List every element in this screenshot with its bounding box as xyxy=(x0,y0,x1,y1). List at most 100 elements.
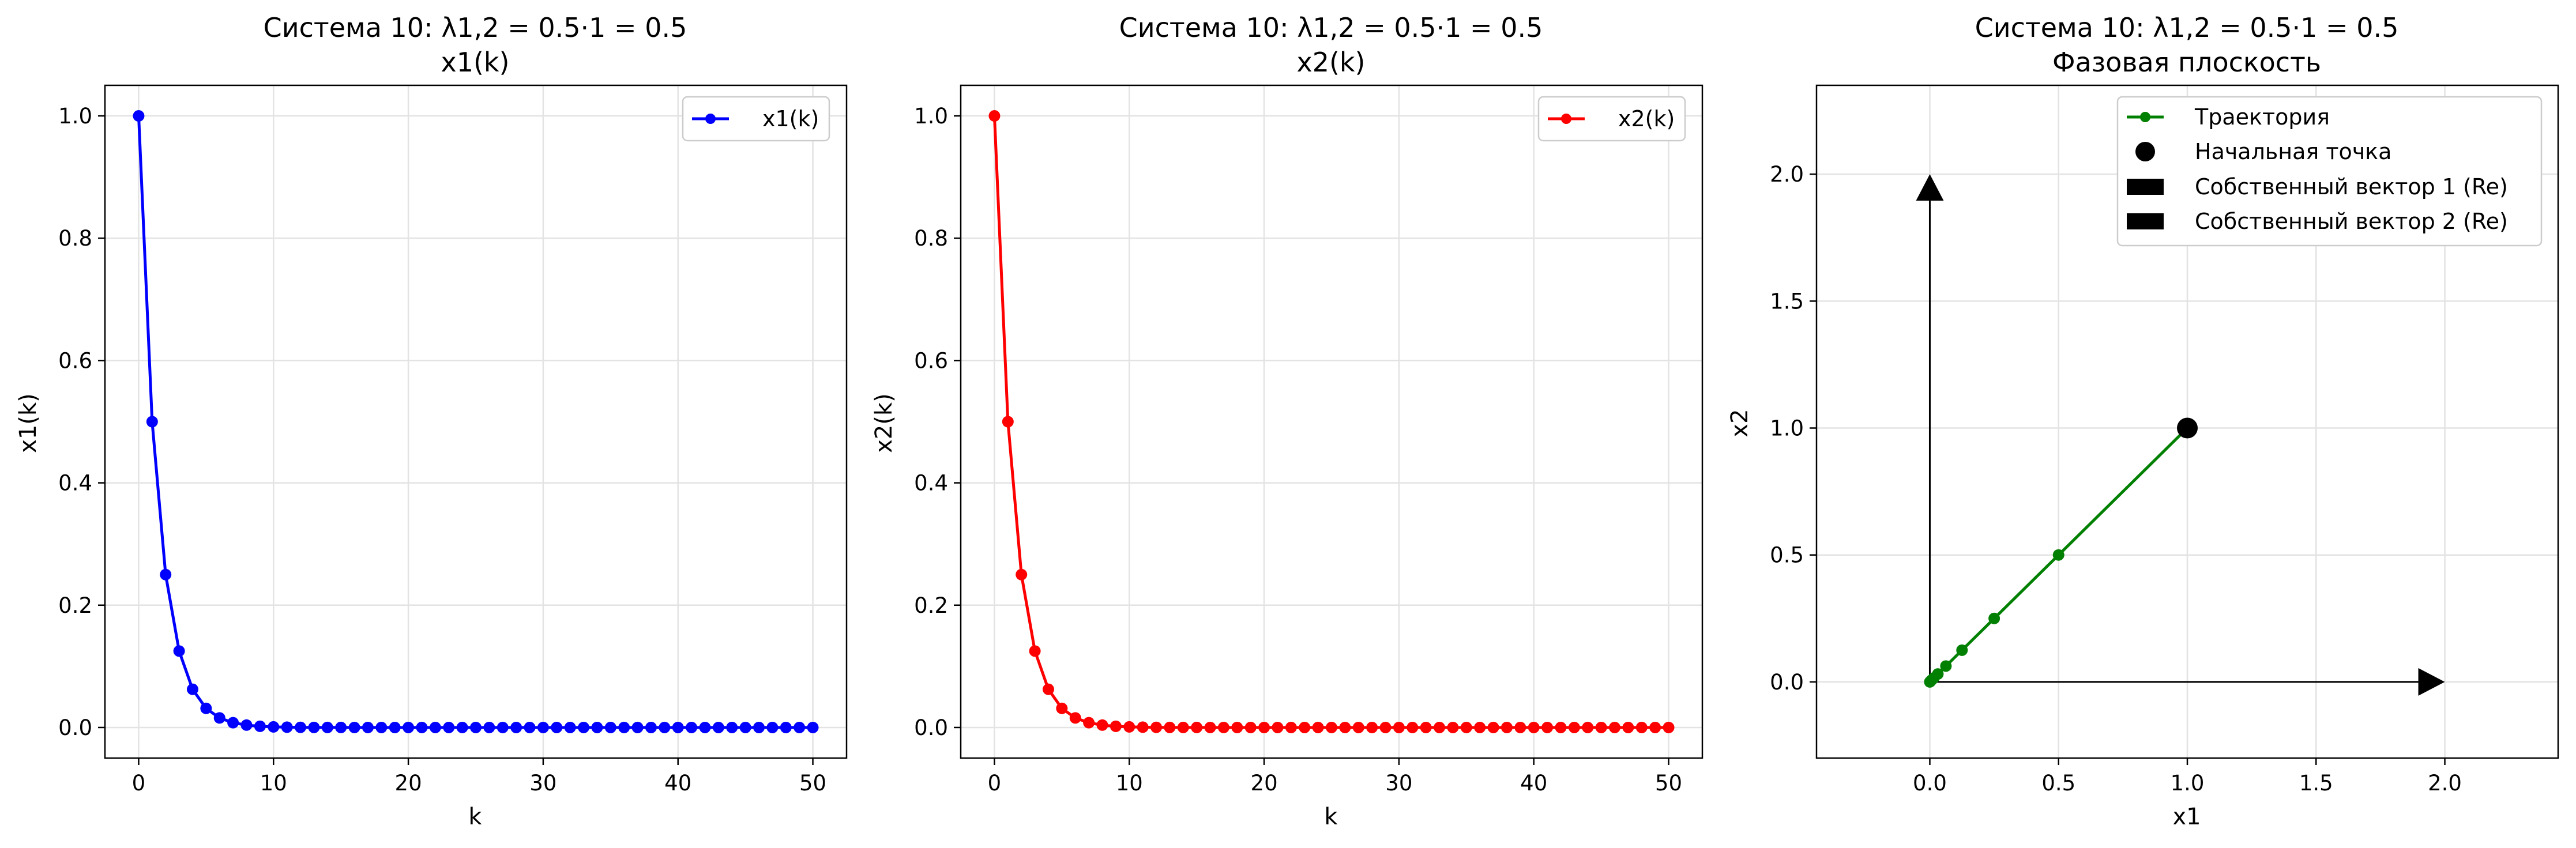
data-point xyxy=(1528,721,1540,733)
data-point xyxy=(1258,721,1270,733)
chart-title-3: Система 10: λ1,2 = 0.5·1 = 0.5 xyxy=(1975,12,2399,43)
data-point xyxy=(1217,721,1229,733)
chart-subtitle-1: x1(k) xyxy=(441,47,509,78)
data-point xyxy=(1595,721,1607,733)
y-tick-label: 1.0 xyxy=(58,104,92,129)
x-tick-label: 0.0 xyxy=(1913,771,1947,796)
data-point xyxy=(1056,702,1068,714)
y-tick-label: 0.0 xyxy=(914,715,948,740)
data-point xyxy=(604,721,616,733)
x-tick-label: 0.5 xyxy=(2041,771,2075,796)
y-tick-label: 0.0 xyxy=(58,715,92,740)
data-point xyxy=(429,721,441,733)
data-point xyxy=(295,721,307,733)
data-point xyxy=(146,416,158,428)
data-point xyxy=(1352,721,1364,733)
data-point xyxy=(1150,721,1163,733)
y-tick-label: 1.0 xyxy=(914,104,948,129)
data-point xyxy=(780,721,792,733)
data-point xyxy=(510,721,522,733)
legend-label-x1: x1(k) xyxy=(762,106,819,131)
x-tick-label: 40 xyxy=(664,771,691,796)
data-point xyxy=(1460,721,1472,733)
legend-box-3 xyxy=(2116,96,2543,247)
y-tick-label: 0.8 xyxy=(58,226,92,251)
data-point xyxy=(1029,645,1041,657)
data-point xyxy=(227,717,239,729)
legend-label-vector-2: Собственный вектор 2 (Re) xyxy=(2195,209,2508,234)
y-axis-label-2: x2(k) xyxy=(871,393,897,453)
data-point xyxy=(375,721,388,733)
axes-frame xyxy=(104,84,848,759)
data-point xyxy=(1501,721,1513,733)
x-tick-label: 30 xyxy=(529,771,556,796)
data-point xyxy=(1326,721,1337,733)
data-point xyxy=(133,110,145,122)
legend-patch-vector-1 xyxy=(2127,179,2164,195)
plot-area-1: 0 10 20 30 40 50 0.0 0.2 0.4 0.6 0.8 1.0 xyxy=(58,84,848,796)
legend-2: x2(k) xyxy=(1537,96,1686,142)
y-tick-label: 0.5 xyxy=(1770,543,1804,568)
data-point xyxy=(1420,721,1432,733)
y-tick-label: 1.5 xyxy=(1770,289,1804,314)
data-point xyxy=(1339,721,1351,733)
y-tick-label: 0.2 xyxy=(914,593,948,618)
data-point xyxy=(1299,721,1311,733)
data-point xyxy=(1096,719,1108,731)
trajectory-point xyxy=(1924,676,1936,688)
y-tick-label: 0.8 xyxy=(914,226,948,251)
legend-marker-start-point xyxy=(2135,142,2155,161)
data-point xyxy=(1204,721,1216,733)
legend-label-x2: x2(k) xyxy=(1618,106,1675,131)
data-point xyxy=(1083,717,1095,729)
legend-3: Траектория Начальная точка Собственный в… xyxy=(2116,96,2543,247)
data-point xyxy=(1137,721,1149,733)
axes-frame xyxy=(960,84,1703,759)
legend-label-vector-1: Собственный вектор 1 (Re) xyxy=(2195,174,2508,199)
data-point xyxy=(1366,721,1378,733)
x-tick-label: 1.5 xyxy=(2299,771,2333,796)
data-point xyxy=(1191,721,1203,733)
data-point xyxy=(659,721,671,733)
data-point xyxy=(321,721,333,733)
data-point xyxy=(1407,721,1419,733)
data-point xyxy=(1379,721,1392,733)
trajectory-point xyxy=(1988,612,2000,624)
data-point xyxy=(281,721,293,733)
legend-marker-trajectory xyxy=(2140,112,2150,122)
trajectory-point xyxy=(1940,660,1952,672)
data-point xyxy=(807,721,819,733)
data-point xyxy=(564,721,576,733)
data-point xyxy=(268,721,280,733)
y-tick-label: 0.0 xyxy=(1770,670,1804,695)
data-point xyxy=(1312,721,1324,733)
chart-panel-x1: Система 10: λ1,2 = 0.5·1 = 0.5 x1(k) 0 10… xyxy=(15,12,848,830)
data-point xyxy=(240,719,253,731)
start-point xyxy=(2177,417,2198,439)
chart-panel-phase: Система 10: λ1,2 = 0.5·1 = 0.5 Фазовая п… xyxy=(1727,12,2559,830)
data-point xyxy=(1447,721,1459,733)
data-point xyxy=(537,721,549,733)
chart-subtitle-3: Фазовая плоскость xyxy=(2052,47,2321,78)
y-tick-label: 2.0 xyxy=(1770,162,1804,187)
data-point xyxy=(1568,721,1580,733)
data-point xyxy=(726,721,738,733)
legend-marker-x1 xyxy=(705,114,716,124)
data-point xyxy=(1609,721,1621,733)
data-point xyxy=(173,645,185,657)
chart-title-2: Система 10: λ1,2 = 0.5·1 = 0.5 xyxy=(1119,12,1543,43)
data-point xyxy=(1285,721,1297,733)
data-point xyxy=(1635,721,1648,733)
eigenvector-head xyxy=(1916,174,1944,201)
y-tick-label: 0.4 xyxy=(58,471,92,496)
legend-label-trajectory: Траектория xyxy=(2194,104,2330,130)
data-point xyxy=(1069,712,1081,724)
data-point xyxy=(389,721,401,733)
data-point xyxy=(699,721,711,733)
data-point xyxy=(766,721,779,733)
data-point xyxy=(988,110,1001,122)
chart-subtitle-2: x2(k) xyxy=(1296,47,1365,78)
x-tick-label: 10 xyxy=(1116,771,1143,796)
data-point xyxy=(1177,721,1189,733)
